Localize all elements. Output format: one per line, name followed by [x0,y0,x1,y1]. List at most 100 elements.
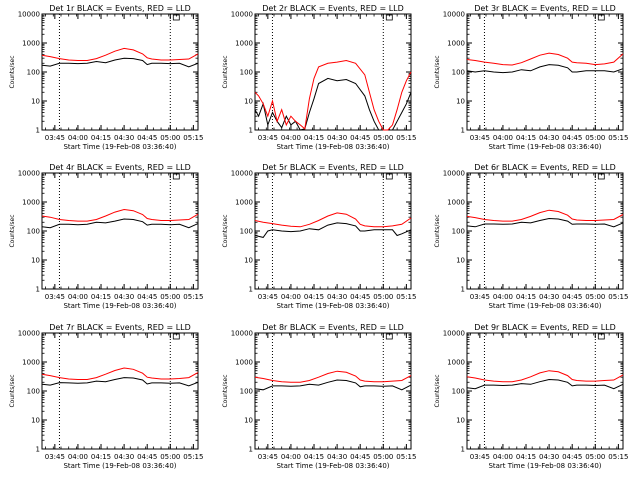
x-tick-label: 04:45 [350,453,370,461]
y-tick-label: 1 [36,446,40,454]
y-axis-label: Counts/sec [9,55,16,88]
x-tick-label: 04:30 [114,293,134,301]
y-tick-label: 10000 [443,330,465,338]
y-tick-label: 1000 [22,40,40,48]
x-tick-label: 05:00 [160,453,180,461]
marker-box [597,14,605,21]
y-tick-label: 10000 [18,330,40,338]
y-tick-label: 100 [452,69,465,77]
x-tick-label: 05:15 [608,293,628,301]
lld-rate-line [466,52,624,66]
x-tick-label: 04:15 [91,293,111,301]
panel-det-4: Det 4r BLACK = Events, RED = LLD 1 10 100 10… [9,163,203,310]
plot-frame [41,172,199,290]
y-tick-label: 1 [249,286,253,294]
marker-box [172,173,180,180]
y-tick-label: 10 [244,417,253,425]
x-tick-label: 04:45 [137,293,157,301]
x-axis-label: Start Time (19-Feb-08 03:36:40) [276,143,389,151]
y-tick-label: 10000 [231,11,253,19]
x-axis-label: Start Time (19-Feb-08 03:36:40) [63,462,176,470]
x-tick-label: 04:15 [304,293,324,301]
x-tick-label: 04:15 [91,453,111,461]
x-tick-label: 03:45 [258,453,278,461]
x-tick-label: 04:30 [327,453,347,461]
y-tick-label: 1 [461,446,465,454]
marker-box [597,333,605,340]
y-tick-label: 100 [27,388,40,396]
x-tick-label: 05:15 [183,293,203,301]
panel-det-6: Det 6r BLACK = Events, RED = LLD 1 10 100 10… [434,163,628,310]
marker-box [385,14,393,21]
x-tick-label: 04:00 [281,134,301,142]
x-tick-label: 04:00 [68,134,88,142]
plot-frame [41,13,199,131]
x-tick-label: 04:30 [327,293,347,301]
plot-frame [466,172,624,290]
panel-det-5: Det 5r BLACK = Events, RED = LLD 1 10 100 10… [222,163,416,310]
x-tick-label: 05:15 [183,134,203,142]
x-tick-label: 04:30 [114,453,134,461]
y-tick-label: 1000 [22,199,40,207]
x-tick-label: 05:15 [396,293,416,301]
x-tick-label: 03:45 [258,134,278,142]
y-tick-label: 10 [244,257,253,265]
panel-title: Det 1r BLACK = Events, RED = LLD [49,4,191,13]
x-tick-label: 04:15 [516,293,536,301]
x-tick-label: 03:45 [45,293,65,301]
y-tick-label: 1 [249,446,253,454]
y-tick-label: 10 [456,257,465,265]
x-tick-label: 04:45 [562,293,582,301]
x-tick-label: 04:30 [327,134,347,142]
x-tick-label: 04:45 [562,453,582,461]
x-tick-label: 05:00 [373,453,393,461]
x-axis-label: Start Time (19-Feb-08 03:36:40) [276,302,389,310]
y-tick-label: 1 [36,286,40,294]
y-tick-label: 100 [452,388,465,396]
x-tick-label: 03:45 [470,293,490,301]
events-rate-line [466,217,624,228]
lld-rate-line [41,367,199,380]
y-tick-label: 1 [249,127,253,135]
y-tick-label: 10 [456,98,465,106]
lld-rate-line [254,370,412,383]
x-tick-label: 04:15 [304,134,324,142]
plot-frame [254,332,412,450]
panel-det-2: Det 2r BLACK = Events, RED = LLD 1 10 100 10… [222,4,416,151]
y-tick-label: 10 [31,257,40,265]
y-tick-label: 1000 [447,359,465,367]
plot-frame [254,13,412,131]
y-tick-label: 100 [240,228,253,236]
events-rate-line [466,64,624,74]
panel-title: Det 3r BLACK = Events, RED = LLD [474,4,616,13]
x-axis-label: Start Time (19-Feb-08 03:36:40) [488,143,601,151]
panel-det-9: Det 9r BLACK = Events, RED = LLD 1 10 100 10… [434,323,628,470]
x-tick-label: 04:45 [350,293,370,301]
panel-title: Det 7r BLACK = Events, RED = LLD [49,323,191,332]
y-tick-label: 1 [461,286,465,294]
panel-det-1: Det 1r BLACK = Events, RED = LLD 1 10 100 10… [9,4,203,151]
panel-det-3: Det 3r BLACK = Events, RED = LLD 1 10 100 10… [434,4,628,151]
y-tick-label: 100 [240,69,253,77]
x-tick-label: 03:45 [45,134,65,142]
x-tick-label: 04:00 [68,453,88,461]
y-tick-label: 1000 [22,359,40,367]
y-axis-label: Counts/sec [434,374,441,407]
events-rate-line [254,222,412,238]
x-tick-label: 04:15 [516,453,536,461]
y-tick-label: 100 [452,228,465,236]
lld-rate-line [41,208,199,222]
x-tick-label: 04:00 [493,293,513,301]
events-rate-line [41,57,199,68]
y-tick-label: 10000 [443,11,465,19]
x-tick-label: 03:45 [470,134,490,142]
panel-title: Det 8r BLACK = Events, RED = LLD [262,323,404,332]
y-tick-label: 10000 [443,170,465,178]
y-tick-label: 1000 [235,199,253,207]
plot-frame [466,332,624,450]
x-tick-label: 04:45 [350,134,370,142]
lld-rate-line [254,59,412,131]
x-axis-label: Start Time (19-Feb-08 03:36:40) [488,462,601,470]
y-tick-label: 100 [27,69,40,77]
y-tick-label: 100 [240,388,253,396]
